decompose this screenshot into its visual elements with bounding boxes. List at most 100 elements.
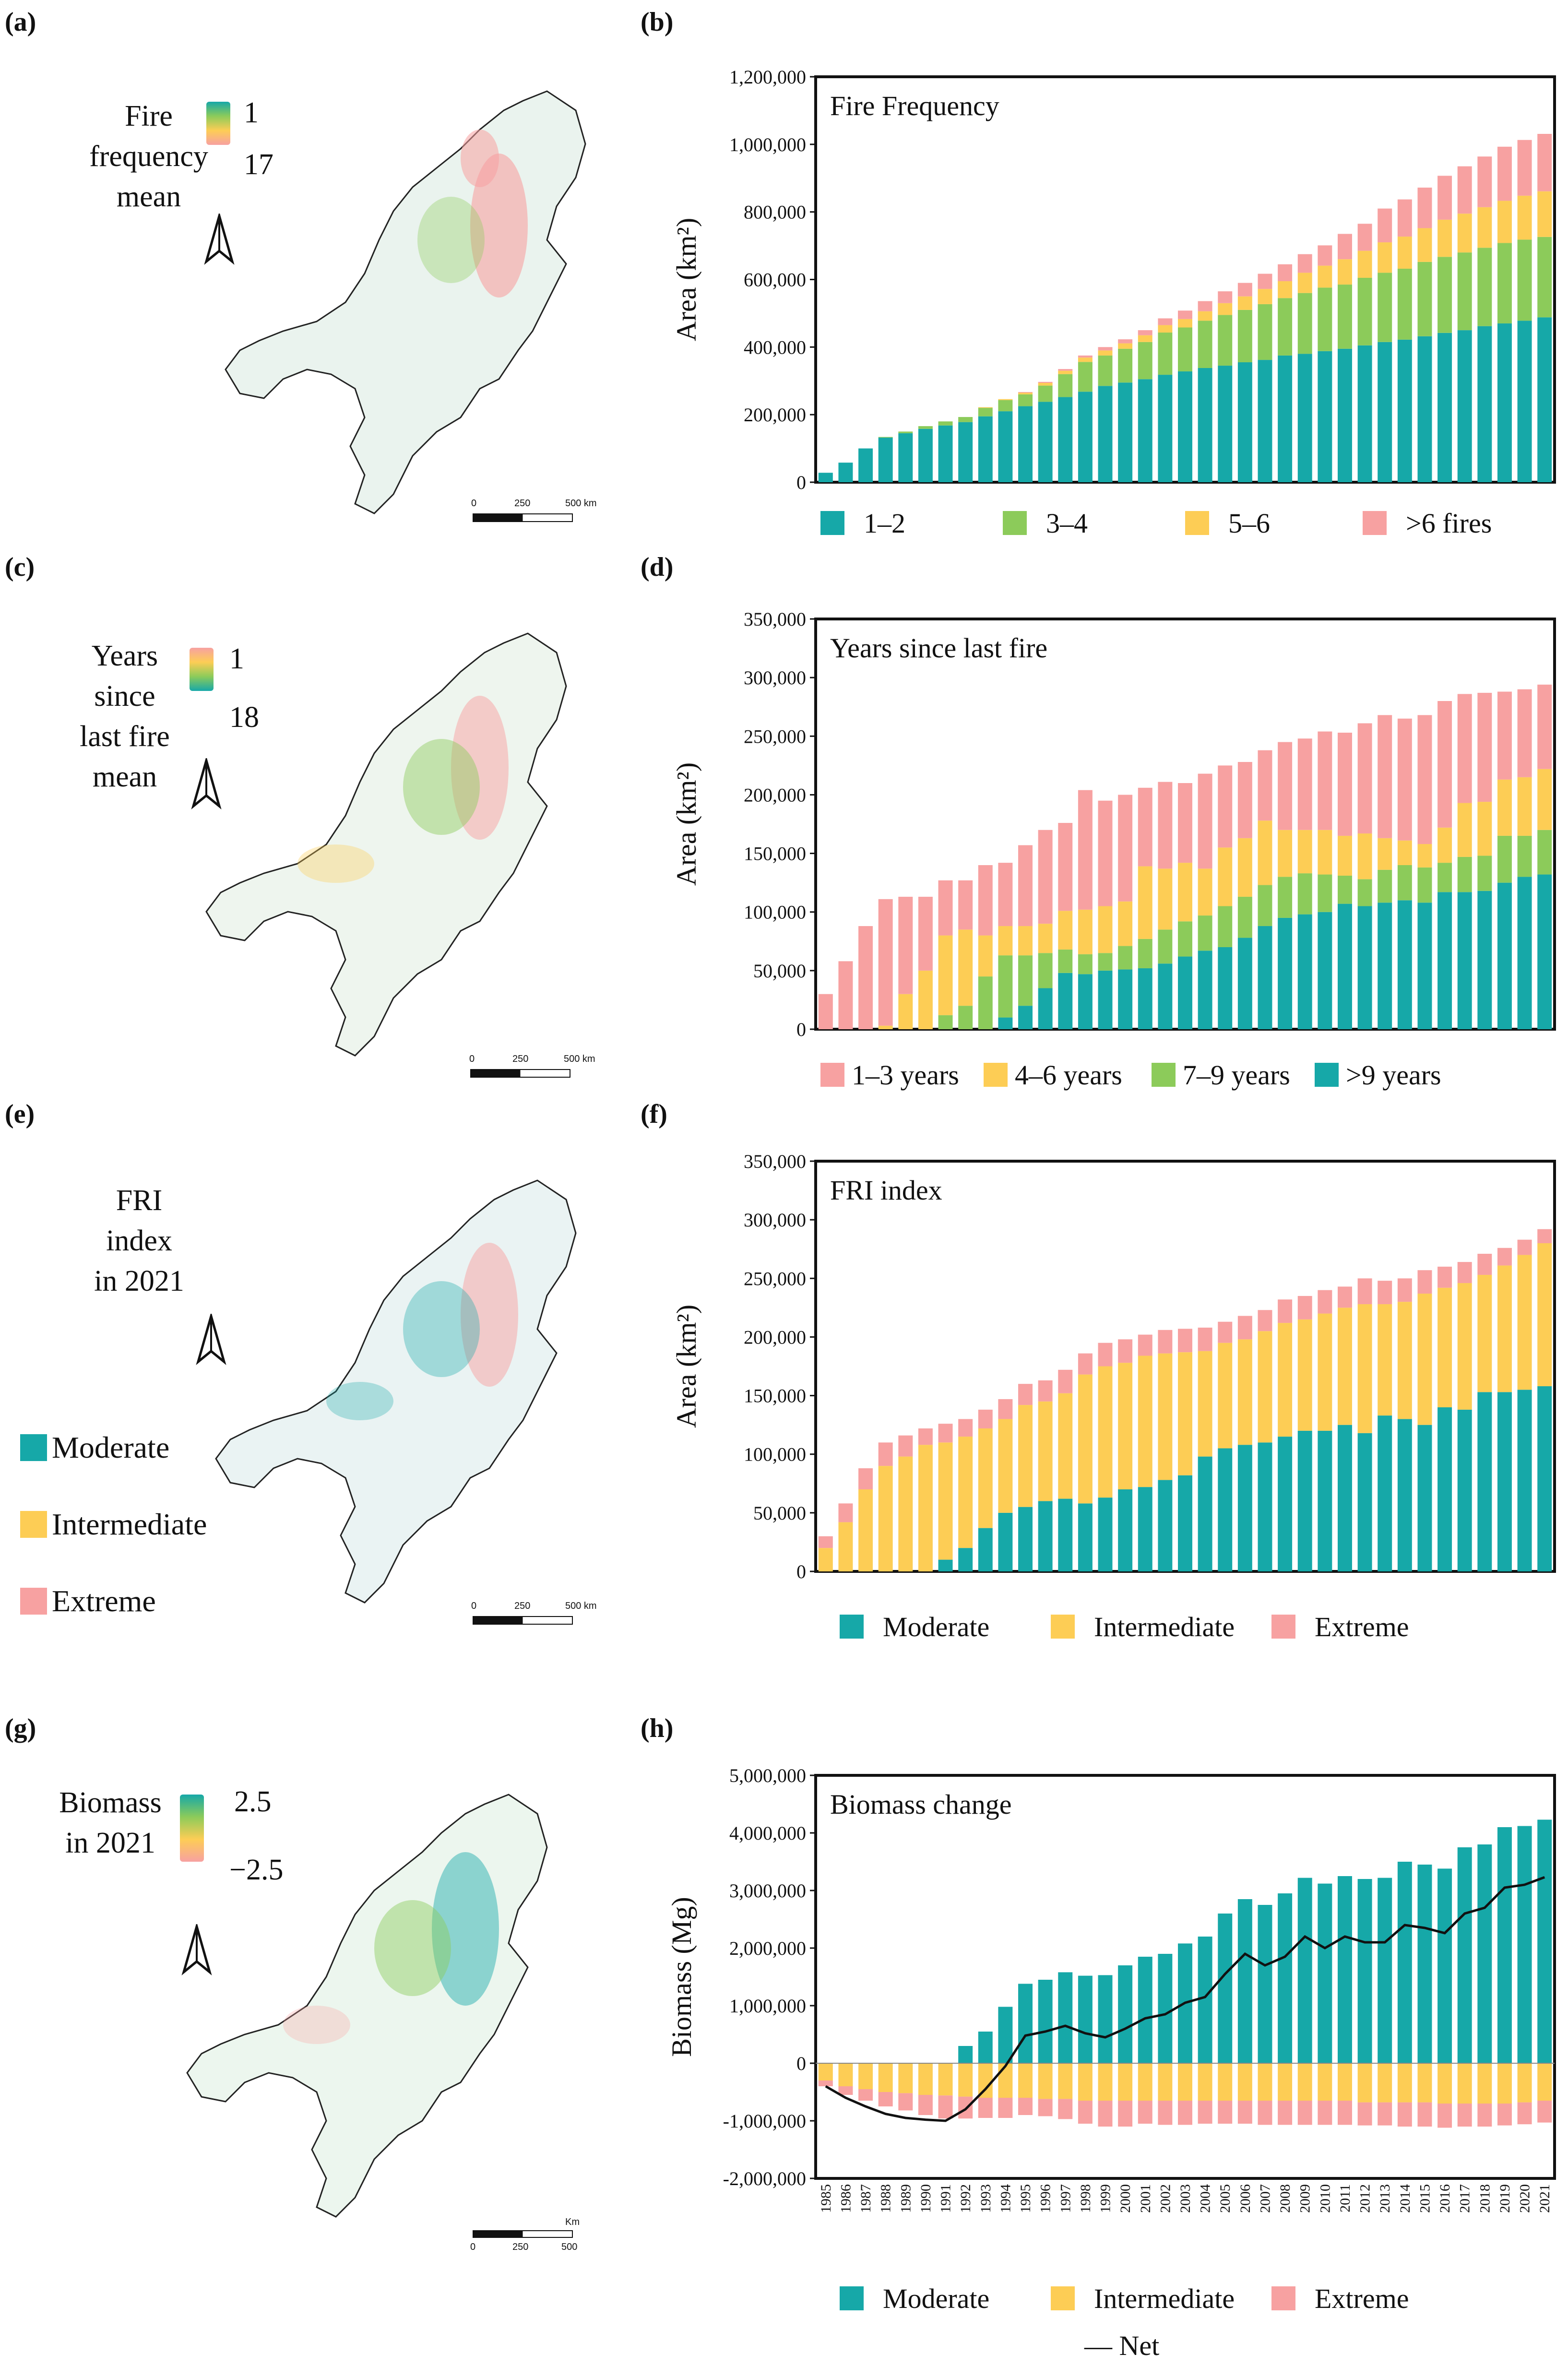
y-tick-label: 1,000,000 <box>729 134 806 155</box>
bar--9-years <box>1517 877 1532 1029</box>
legend-label: 3–4 <box>1046 508 1088 539</box>
y-tick-label: 200,000 <box>744 784 806 806</box>
bar-moderate <box>1218 1914 1233 2063</box>
bar--9-years <box>1537 874 1552 1029</box>
bar-5-6 <box>1237 296 1252 310</box>
bar-intermediate <box>958 1437 973 1548</box>
scale-a-0: 0 <box>471 498 477 509</box>
bar-moderate <box>1497 1827 1512 2063</box>
bar-moderate <box>1058 1972 1073 2063</box>
bar-4-6-years <box>1118 901 1133 946</box>
map-a-colorbar <box>206 102 230 145</box>
y-tick-label: -2,000,000 <box>723 2168 806 2189</box>
bar-extreme <box>1378 1281 1392 1305</box>
bar-moderate <box>1417 1425 1432 1571</box>
bar-7-9-years <box>978 976 993 1029</box>
bar-intermediate <box>1058 2063 1073 2099</box>
bar-moderate <box>1118 1489 1133 1571</box>
bar--6-fires <box>1058 369 1073 371</box>
bar-extreme <box>918 2095 933 2115</box>
bar-1-3-years <box>1537 684 1552 769</box>
y-tick-label: 100,000 <box>744 902 806 923</box>
bar-7-9-years <box>1497 835 1512 883</box>
bar-4-6-years <box>1098 906 1113 953</box>
bar-1-2 <box>1497 323 1512 482</box>
bar-1-2 <box>1517 321 1532 482</box>
bar-5-6 <box>1018 392 1033 394</box>
bar-intermediate <box>858 2063 873 2089</box>
x-tick-label: 2020 <box>1517 2184 1533 2213</box>
x-tick-label: 2019 <box>1497 2184 1513 2213</box>
bar-intermediate <box>938 1442 953 1560</box>
bar--6-fires <box>1078 355 1093 358</box>
bar-moderate <box>1517 1826 1532 2063</box>
bar-7-9-years <box>1158 929 1173 964</box>
bar-1-2 <box>1038 402 1053 482</box>
y-tick-label: 250,000 <box>744 1268 806 1289</box>
bar-3-4 <box>1218 315 1233 366</box>
bar-1-3-years <box>1237 762 1252 838</box>
bar-1-3-years <box>1198 773 1212 869</box>
bar-7-9-years <box>1457 856 1472 892</box>
bar-4-6-years <box>1278 830 1293 877</box>
bar-1-2 <box>1357 345 1372 482</box>
bar-extreme <box>1237 1316 1252 1340</box>
bar-extreme <box>1258 2101 1272 2125</box>
chart-fire-frequency: 0 200,000 400,000 600,000 800,000 1,000,000 1,… <box>671 66 1556 539</box>
bar-1-3-years <box>1058 823 1073 911</box>
bar-5-6 <box>1357 250 1372 278</box>
bar-moderate <box>1477 1844 1492 2063</box>
bar-intermediate <box>1038 1401 1053 1501</box>
bar-extreme <box>1437 1266 1452 1288</box>
bar-extreme <box>1357 1278 1372 1305</box>
bar-1-2 <box>1178 371 1192 482</box>
x-tick-label: 1992 <box>958 2184 974 2213</box>
bar-4-6-years <box>1078 909 1093 954</box>
bar--6-fires <box>1237 283 1252 297</box>
bar-moderate <box>1437 1868 1452 2063</box>
bar-intermediate <box>1178 2063 1192 2101</box>
bar-3-4 <box>1337 285 1352 349</box>
bar-5-6 <box>1397 237 1412 269</box>
bar-4-6-years <box>878 1025 893 1029</box>
legend-label: Intermediate <box>1094 2283 1235 2314</box>
bar-1-2 <box>878 438 893 482</box>
legend-swatch <box>1185 511 1209 535</box>
bar-intermediate <box>898 2063 913 2093</box>
bar--9-years <box>1098 970 1113 1029</box>
bar-1-2 <box>1158 375 1173 482</box>
bar-moderate <box>998 2007 1013 2063</box>
bar-7-9-years <box>1198 915 1212 951</box>
bar-3-4 <box>1437 257 1452 333</box>
bar-intermediate <box>1258 2063 1272 2101</box>
bar--9-years <box>1138 968 1152 1029</box>
bar-7-9-years <box>1078 954 1093 975</box>
bar-moderate <box>1038 1501 1053 1571</box>
y-tick-label: 0 <box>796 2053 806 2074</box>
bar-moderate <box>1477 1392 1492 1571</box>
bar-3-4 <box>1058 374 1073 397</box>
panel-letter-a: (a) <box>5 7 36 37</box>
bar-extreme <box>938 1424 953 1443</box>
bar-intermediate <box>998 1419 1013 1513</box>
bar--6-fires <box>1297 254 1312 273</box>
bar-3-4 <box>1178 327 1192 372</box>
bar-1-2 <box>898 433 913 482</box>
bar-intermediate <box>1278 2063 1293 2101</box>
bar-4-6-years <box>1038 924 1053 953</box>
bar-4-6-years <box>1477 802 1492 856</box>
x-tick-label: 2007 <box>1257 2184 1273 2213</box>
bar-1-3-years <box>938 880 953 936</box>
x-tick-label: 2018 <box>1477 2184 1493 2213</box>
scale-c-0: 0 <box>469 1054 475 1064</box>
bar--6-fires <box>1158 318 1173 325</box>
x-tick-label: 2014 <box>1397 2184 1413 2213</box>
bar-intermediate <box>1218 2063 1233 2101</box>
bar-extreme <box>858 2089 873 2101</box>
scale-e-500: 500 km <box>565 1601 597 1611</box>
bar-intermediate <box>918 1445 933 1571</box>
map-g-title: Biomass in 2021 <box>48 1783 173 1863</box>
legend-swatch-intermediate <box>20 1511 47 1538</box>
bar-1-2 <box>1318 351 1332 482</box>
bar-5-6 <box>1457 214 1472 253</box>
